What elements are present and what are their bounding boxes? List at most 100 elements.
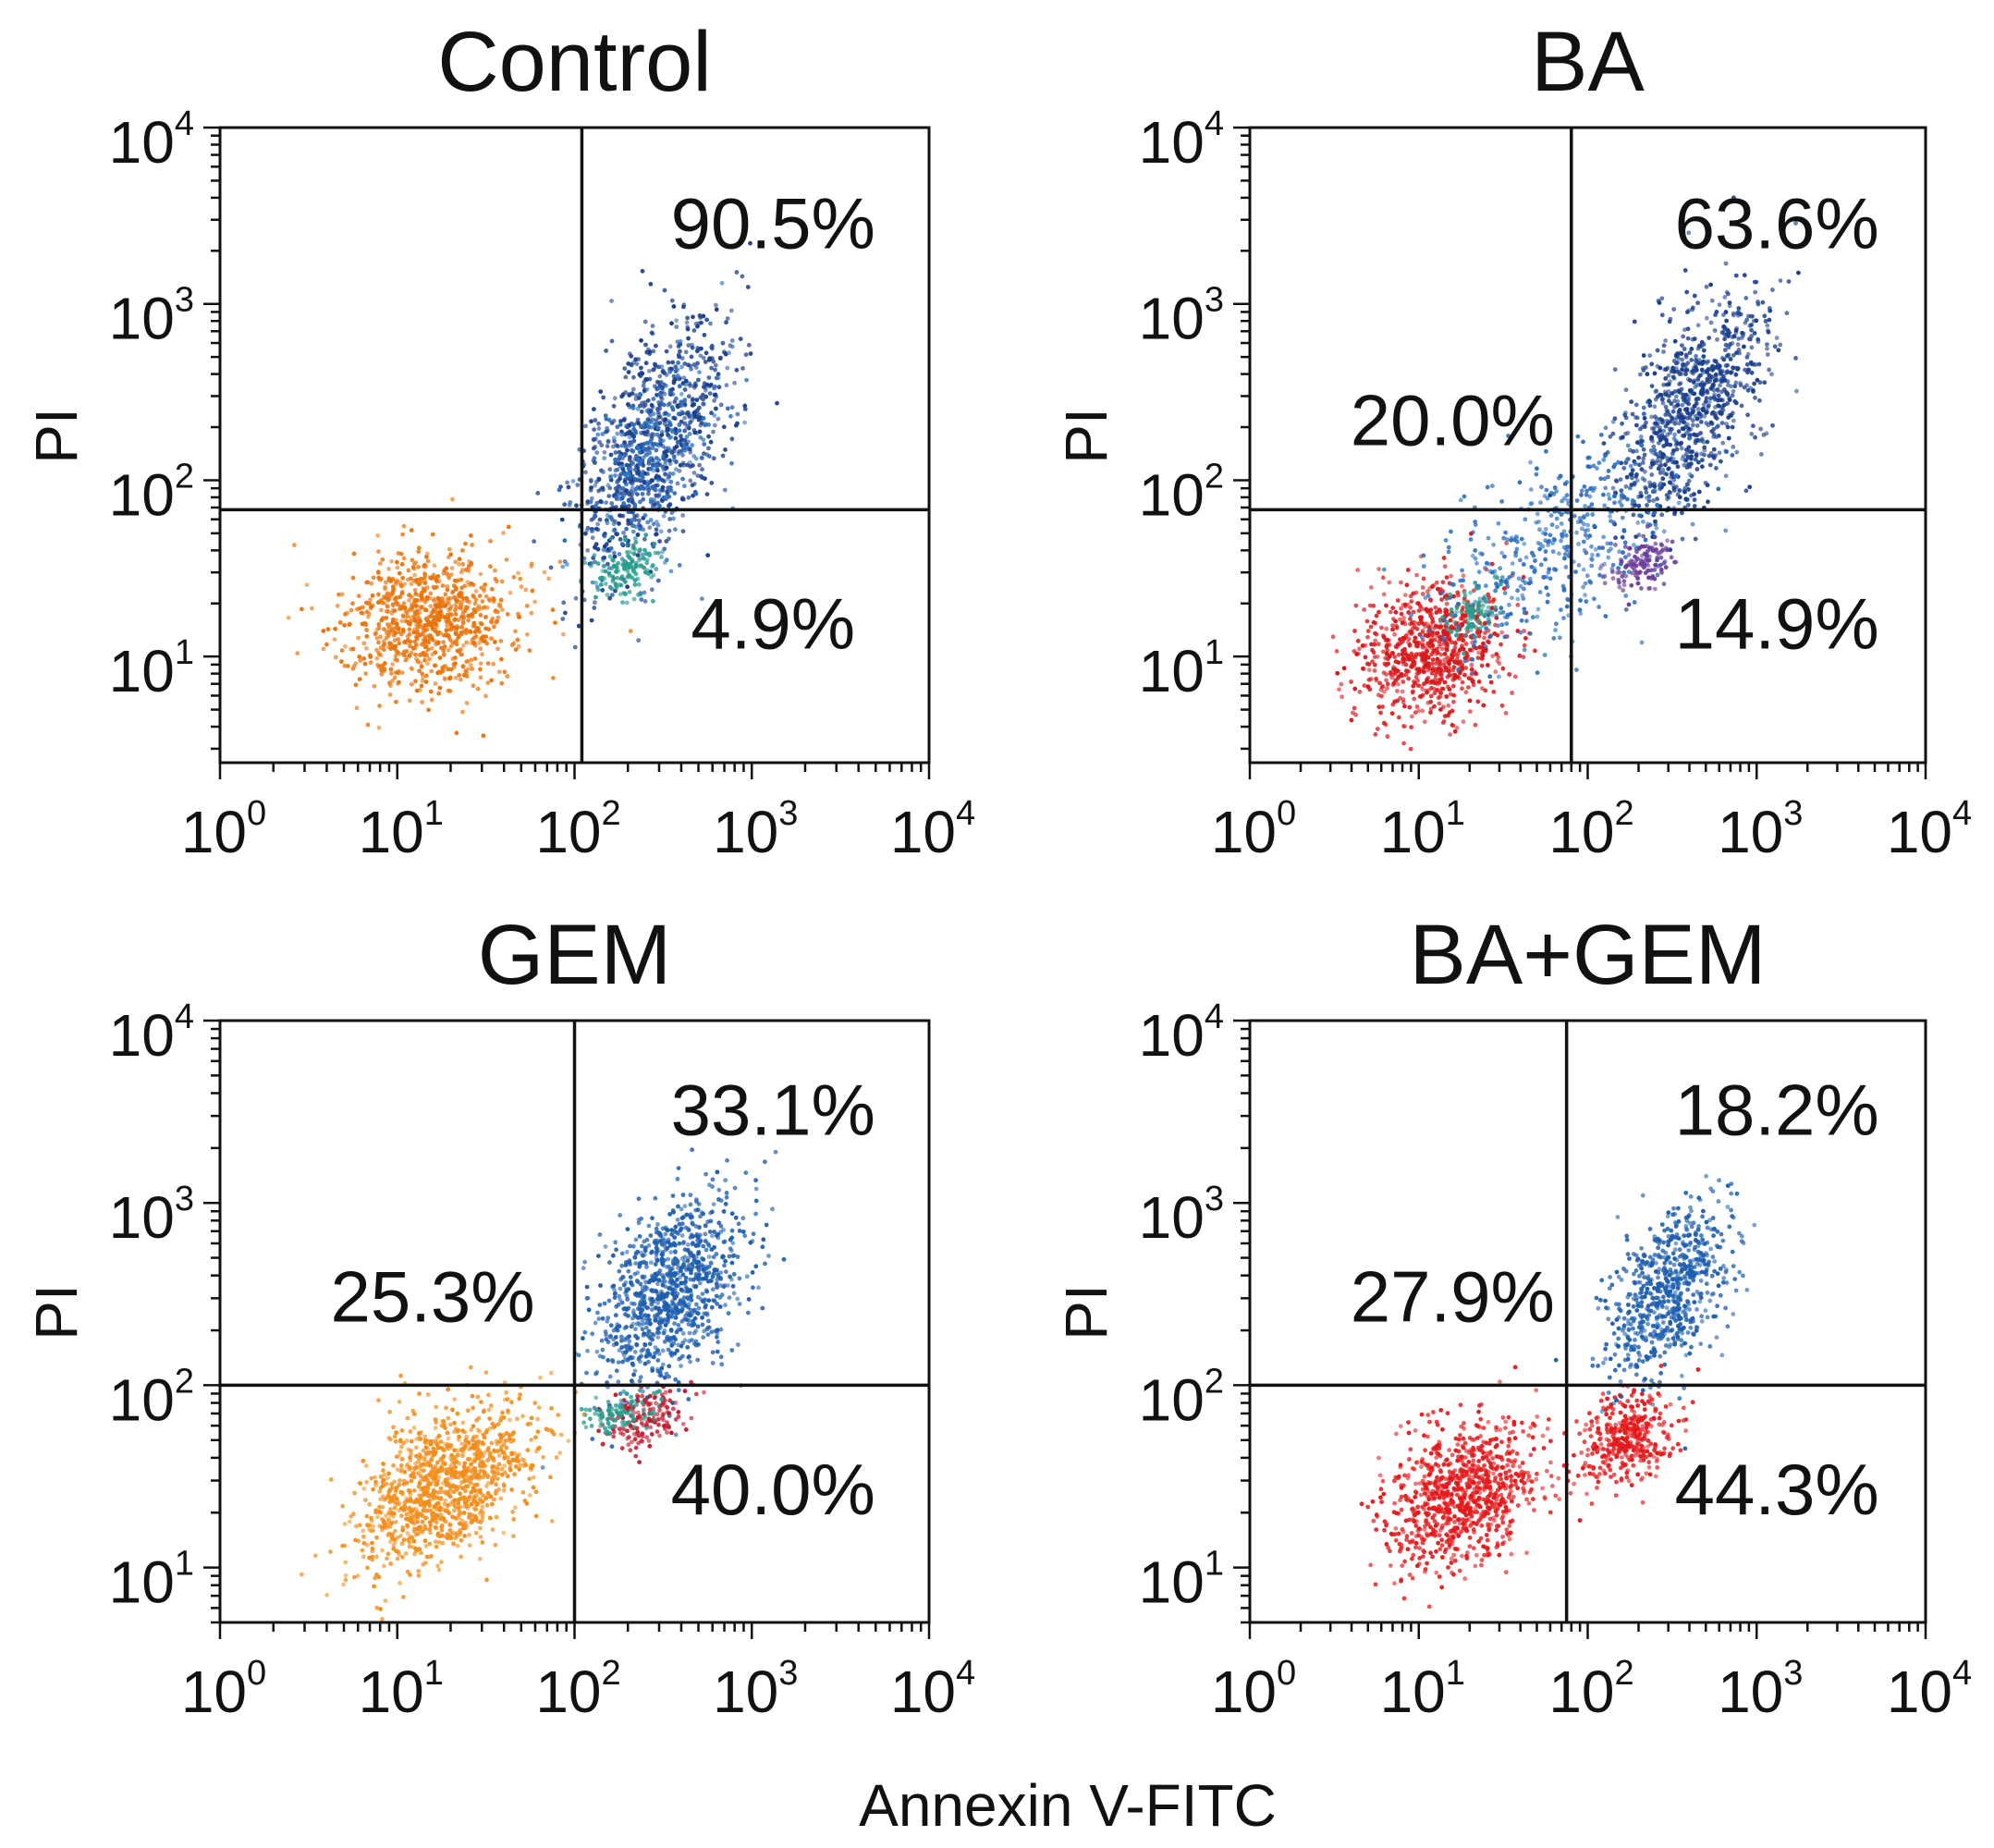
scatter-point bbox=[416, 1569, 422, 1573]
scatter-point bbox=[387, 577, 392, 582]
scatter-point bbox=[686, 343, 691, 348]
scatter-point bbox=[1535, 511, 1540, 517]
scatter-point bbox=[1601, 492, 1606, 497]
scatter-point bbox=[464, 640, 470, 645]
scatter-point bbox=[1357, 646, 1362, 652]
scatter-point bbox=[629, 404, 634, 410]
scatter-point bbox=[1651, 510, 1657, 516]
scatter-point bbox=[1416, 621, 1421, 626]
scatter-point bbox=[1450, 655, 1455, 659]
scatter-point bbox=[1606, 469, 1611, 473]
scatter-point bbox=[1483, 566, 1487, 570]
scatter-point bbox=[556, 1413, 561, 1417]
scatter-point bbox=[385, 644, 391, 650]
scatter-point bbox=[1535, 670, 1540, 676]
scatter-point bbox=[1766, 329, 1771, 335]
scatter-point bbox=[1663, 565, 1669, 570]
scatter-point bbox=[410, 646, 416, 651]
scatter-point bbox=[626, 554, 630, 558]
scatter-point bbox=[1484, 609, 1488, 615]
scatter-point bbox=[407, 598, 411, 603]
x-tick-label: 100 bbox=[1211, 794, 1296, 865]
scatter-point bbox=[333, 655, 338, 660]
scatter-point bbox=[657, 373, 663, 379]
scatter-point bbox=[493, 640, 497, 644]
scatter-point bbox=[698, 353, 703, 359]
scatter-point bbox=[609, 501, 615, 506]
scatter-point bbox=[1365, 634, 1370, 640]
scatter-point bbox=[443, 615, 448, 619]
scatter-point bbox=[1610, 576, 1616, 581]
scatter-point bbox=[683, 349, 689, 355]
scatter-point bbox=[662, 371, 667, 375]
scatter-point bbox=[394, 670, 399, 676]
scatter-point bbox=[1427, 628, 1433, 633]
scatter-point bbox=[742, 420, 747, 425]
scatter-point bbox=[1742, 273, 1747, 278]
scatter-point bbox=[1493, 588, 1498, 594]
scatter-point bbox=[416, 545, 422, 551]
scatter-point bbox=[1507, 672, 1512, 677]
scatter-point bbox=[709, 481, 715, 485]
scatter-point bbox=[551, 676, 556, 680]
scatter-point bbox=[1538, 562, 1544, 568]
scatter-point bbox=[723, 447, 728, 452]
scatter-point bbox=[621, 494, 626, 498]
scatter-point bbox=[720, 453, 726, 459]
scatter-point bbox=[642, 536, 647, 542]
scatter-point bbox=[1704, 315, 1709, 321]
scatter-point bbox=[642, 513, 648, 518]
scatter-point bbox=[1639, 544, 1645, 549]
scatter-point bbox=[1434, 661, 1438, 667]
scatter-point bbox=[1748, 360, 1754, 365]
scatter-point bbox=[386, 596, 392, 602]
scatter-point bbox=[701, 355, 706, 361]
scatter-point bbox=[447, 600, 451, 606]
scatter-point bbox=[602, 576, 607, 581]
scatter-point bbox=[361, 641, 367, 646]
scatter-point bbox=[560, 617, 566, 621]
scatter-point bbox=[557, 487, 562, 493]
scatter-point bbox=[1430, 657, 1436, 662]
scatter-point bbox=[1739, 403, 1744, 409]
scatter-point bbox=[1482, 594, 1487, 599]
scatter-point bbox=[631, 426, 637, 432]
scatter-point bbox=[1440, 615, 1446, 619]
scatter-point bbox=[645, 483, 650, 487]
scatter-point bbox=[529, 610, 534, 616]
scatter-point bbox=[1682, 327, 1687, 333]
scatter-point bbox=[1451, 665, 1457, 670]
scatter-point bbox=[647, 553, 653, 558]
scatter-point bbox=[1537, 546, 1542, 552]
scatter-point bbox=[1658, 555, 1664, 560]
scatter-point bbox=[1637, 513, 1642, 518]
scatter-point bbox=[381, 647, 386, 653]
scatter-point bbox=[426, 707, 431, 713]
scatter-point bbox=[1694, 423, 1700, 428]
scatter-point bbox=[1619, 488, 1624, 494]
scatter-point bbox=[593, 418, 598, 422]
scatter-point bbox=[1425, 661, 1431, 666]
scatter-point bbox=[1730, 335, 1735, 340]
scatter-point bbox=[1340, 694, 1344, 700]
scatter-point bbox=[1757, 398, 1762, 403]
scatter-point bbox=[1627, 545, 1632, 551]
scatter-point bbox=[668, 569, 674, 574]
scatter-point bbox=[1371, 619, 1376, 625]
scatter-point bbox=[656, 386, 662, 391]
scatter-point bbox=[1581, 539, 1586, 545]
scatter-point bbox=[495, 646, 500, 652]
scatter-point bbox=[639, 485, 644, 491]
scatter-point bbox=[500, 1410, 505, 1415]
scatter-point bbox=[529, 564, 534, 569]
scatter-point bbox=[1363, 643, 1368, 648]
scatter-point bbox=[1635, 520, 1641, 525]
scatter-point bbox=[595, 587, 601, 593]
scatter-point bbox=[376, 725, 382, 730]
scatter-point bbox=[612, 554, 618, 559]
scatter-point bbox=[1490, 654, 1496, 658]
scatter-point bbox=[459, 603, 463, 608]
scatter-point bbox=[1652, 404, 1658, 410]
scatter-point bbox=[618, 537, 623, 542]
